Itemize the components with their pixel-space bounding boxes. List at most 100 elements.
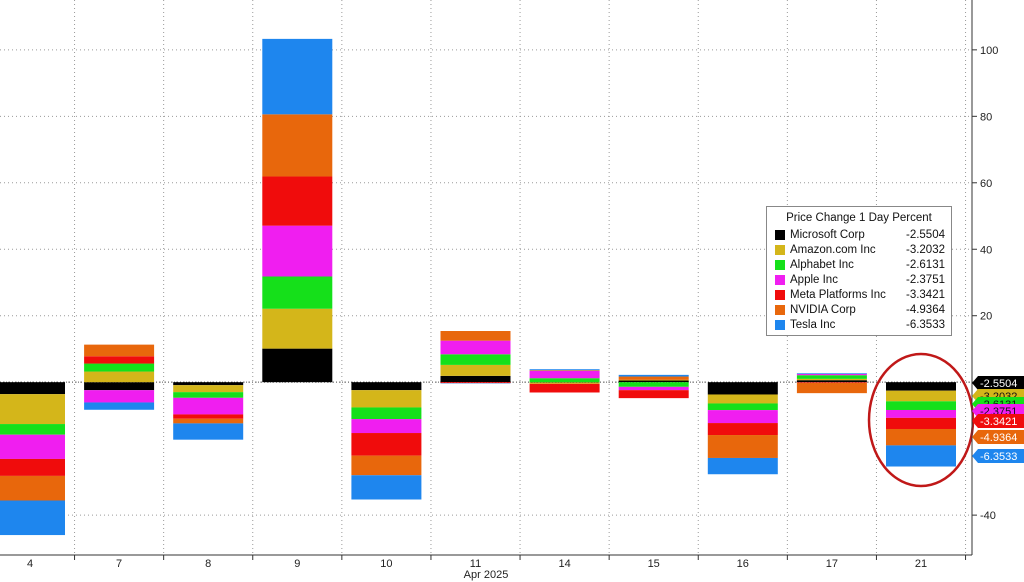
bar-segment	[886, 417, 956, 429]
value-tag: -3.3421	[972, 414, 1024, 428]
value-tag-text: -6.3533	[980, 451, 1017, 463]
bar-segment	[529, 370, 600, 371]
bar-segment	[796, 382, 867, 383]
bar-segment	[618, 376, 689, 380]
bar-segment	[886, 382, 956, 391]
bar-segment	[351, 407, 422, 420]
x-tick-label: 16	[737, 558, 749, 570]
legend-swatch	[775, 229, 785, 240]
x-axis-ticks: 4 7 8 9 10 11 14 15 16 17 21	[27, 555, 967, 570]
legend-title: Price Change 1 Day Percent	[786, 212, 932, 224]
bar-segment	[262, 114, 333, 177]
legend-series-name: Microsoft Corp	[790, 228, 865, 241]
legend-series-name: Meta Platforms Inc	[790, 288, 886, 301]
bar-segment	[351, 433, 422, 456]
value-tag-text: -2.5504	[980, 378, 1017, 390]
legend-series-value: -2.6131	[905, 258, 945, 271]
legend-series-value: -2.5504	[905, 228, 945, 241]
x-tick-label: 4	[27, 558, 33, 570]
value-tag: -6.3533	[972, 449, 1024, 463]
bar-segment	[0, 382, 65, 395]
bar-segment	[173, 414, 244, 419]
legend-swatch	[775, 274, 785, 285]
legend-series-name: Amazon.com Inc	[790, 243, 876, 256]
bar-segment	[529, 383, 600, 393]
bar-segment	[707, 423, 778, 436]
y-axis-ticks: -40020406080100	[972, 45, 998, 522]
bar-segment	[173, 385, 244, 393]
bar-segment	[440, 354, 511, 365]
bar-segment	[707, 435, 778, 458]
legend-series-value: -3.2032	[905, 243, 945, 256]
bar-segment	[84, 344, 155, 357]
bar-segment	[886, 428, 956, 446]
bar-segment	[84, 356, 155, 364]
x-tick-label: 17	[826, 558, 838, 570]
latest-value-tags: -2.5504-3.2032-2.6131-2.3751-3.3421-4.93…	[972, 376, 1024, 463]
bar-segment	[262, 38, 333, 115]
bar-segment	[173, 392, 244, 398]
bar-segment	[440, 340, 511, 355]
value-tag: -2.5504	[972, 376, 1024, 390]
x-tick-label: 11	[470, 558, 481, 570]
bar-segment	[796, 380, 867, 383]
bar-segment	[262, 176, 333, 226]
bar-segment	[84, 382, 155, 391]
legend-rows: Microsoft Corp -2.5504 Amazon.com Inc -3.20…	[767, 227, 951, 332]
bar-segment	[618, 386, 689, 391]
bar-segment	[886, 409, 956, 418]
bar-segment	[796, 378, 867, 381]
bar-segment	[618, 390, 689, 399]
bar-segment	[0, 475, 65, 501]
bar-segment	[529, 369, 600, 371]
y-tick-label: 60	[980, 178, 992, 190]
bar-segment	[618, 380, 689, 383]
value-tag-bg	[972, 376, 1024, 390]
bar-segment	[0, 434, 65, 459]
bar-segment	[440, 375, 511, 383]
bar-segment	[84, 363, 155, 372]
bars	[0, 38, 956, 536]
x-tick-label: 15	[648, 558, 660, 570]
bar-segment	[886, 390, 956, 402]
legend-item: Microsoft Corp -2.5504	[767, 227, 951, 242]
bar-segment	[796, 373, 867, 376]
bar-segment	[707, 403, 778, 411]
bar-segment	[886, 401, 956, 410]
legend: Price Change 1 Day Percent Microsoft Cor…	[766, 206, 952, 336]
bar-segment	[796, 373, 867, 374]
bar-segment	[262, 348, 333, 383]
bar-segment	[618, 382, 689, 387]
legend-series-name: Apple Inc	[790, 273, 838, 286]
bar-segment	[618, 374, 689, 377]
bar-segment	[351, 475, 422, 500]
bar-segment	[173, 423, 244, 440]
bar-segment	[0, 424, 65, 435]
x-tick-label: 21	[915, 558, 927, 570]
bar-segment	[0, 500, 65, 536]
legend-series-value: -6.3533	[905, 318, 945, 331]
y-tick-label: 100	[980, 45, 998, 57]
value-tag: -4.9364	[972, 430, 1024, 444]
bar-segment	[351, 382, 422, 391]
bar-segment	[886, 445, 956, 467]
bar-segment	[796, 382, 867, 394]
bar-segment	[440, 382, 511, 384]
x-tick-label: 8	[205, 558, 211, 570]
legend-item: Amazon.com Inc -3.2032	[767, 242, 951, 257]
bar-segment	[440, 331, 511, 341]
bar-segment	[0, 458, 65, 476]
bar-segment	[262, 308, 333, 349]
legend-item: NVIDIA Corp -4.9364	[767, 302, 951, 317]
legend-series-value: -2.3751	[905, 273, 945, 286]
bar-segment	[173, 418, 244, 424]
y-tick-label: 20	[980, 311, 992, 323]
bar-segment	[262, 225, 333, 277]
bar-segment	[707, 382, 778, 395]
bar-segment	[173, 397, 244, 415]
x-tick-label: 9	[294, 558, 300, 570]
bar-segment	[262, 276, 333, 309]
value-tag-text: -3.3421	[980, 416, 1017, 428]
legend-series-name: NVIDIA Corp	[790, 303, 856, 316]
